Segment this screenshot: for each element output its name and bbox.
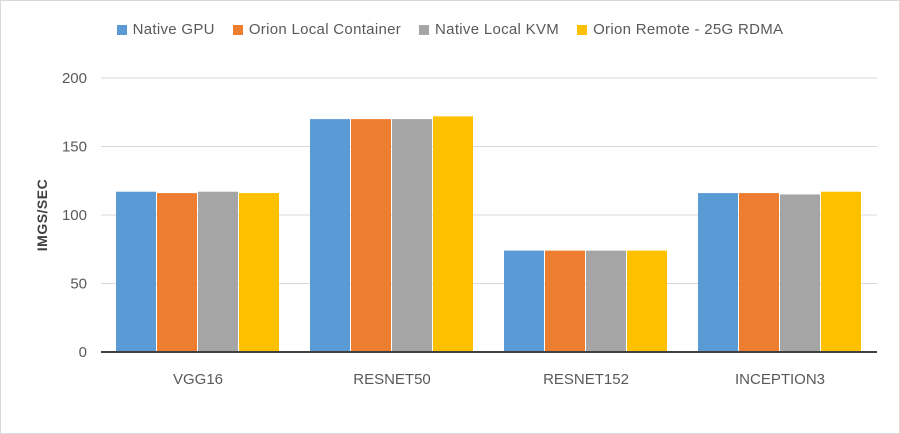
x-tick-label: RESNET50 [353, 371, 431, 388]
bar [586, 250, 626, 352]
legend-item-native-gpu: Native GPU [116, 21, 215, 38]
y-tick-label: 150 [62, 139, 87, 156]
bar [627, 250, 667, 352]
bar [239, 193, 279, 352]
x-tick-label: INCEPTION3 [735, 371, 825, 388]
x-tick-label: VGG16 [173, 371, 223, 388]
chart-legend: Native GPU Orion Local Container Native … [1, 21, 899, 38]
bar [739, 193, 779, 352]
bar [351, 119, 391, 352]
x-tick-label: RESNET152 [543, 371, 629, 388]
bar [821, 191, 861, 352]
y-tick-label: 200 [62, 70, 87, 87]
bar [698, 193, 738, 352]
legend-swatch [116, 24, 127, 35]
legend-swatch [419, 24, 430, 35]
legend-swatch [232, 24, 243, 35]
y-tick-label: 100 [62, 207, 87, 224]
legend-label: Orion Local Container [248, 21, 402, 38]
bar [392, 119, 432, 352]
legend-label: Native Local KVM [435, 21, 560, 38]
legend-item-orion-local-container: Orion Local Container [232, 21, 402, 38]
bar [504, 250, 544, 352]
bar [545, 250, 585, 352]
y-tick-label: 0 [79, 344, 87, 361]
bar [433, 116, 473, 352]
legend-item-orion-remote-rdma: Orion Remote - 25G RDMA [577, 21, 783, 38]
legend-swatch [577, 24, 588, 35]
legend-item-native-local-kvm: Native Local KVM [419, 21, 559, 38]
bar [116, 191, 156, 352]
bar [157, 193, 197, 352]
legend-label: Native GPU [132, 21, 215, 38]
y-tick-label: 50 [70, 276, 87, 293]
bar [780, 194, 820, 352]
bar [198, 191, 238, 352]
bar [310, 119, 350, 352]
legend-label: Orion Remote - 25G RDMA [593, 21, 784, 38]
